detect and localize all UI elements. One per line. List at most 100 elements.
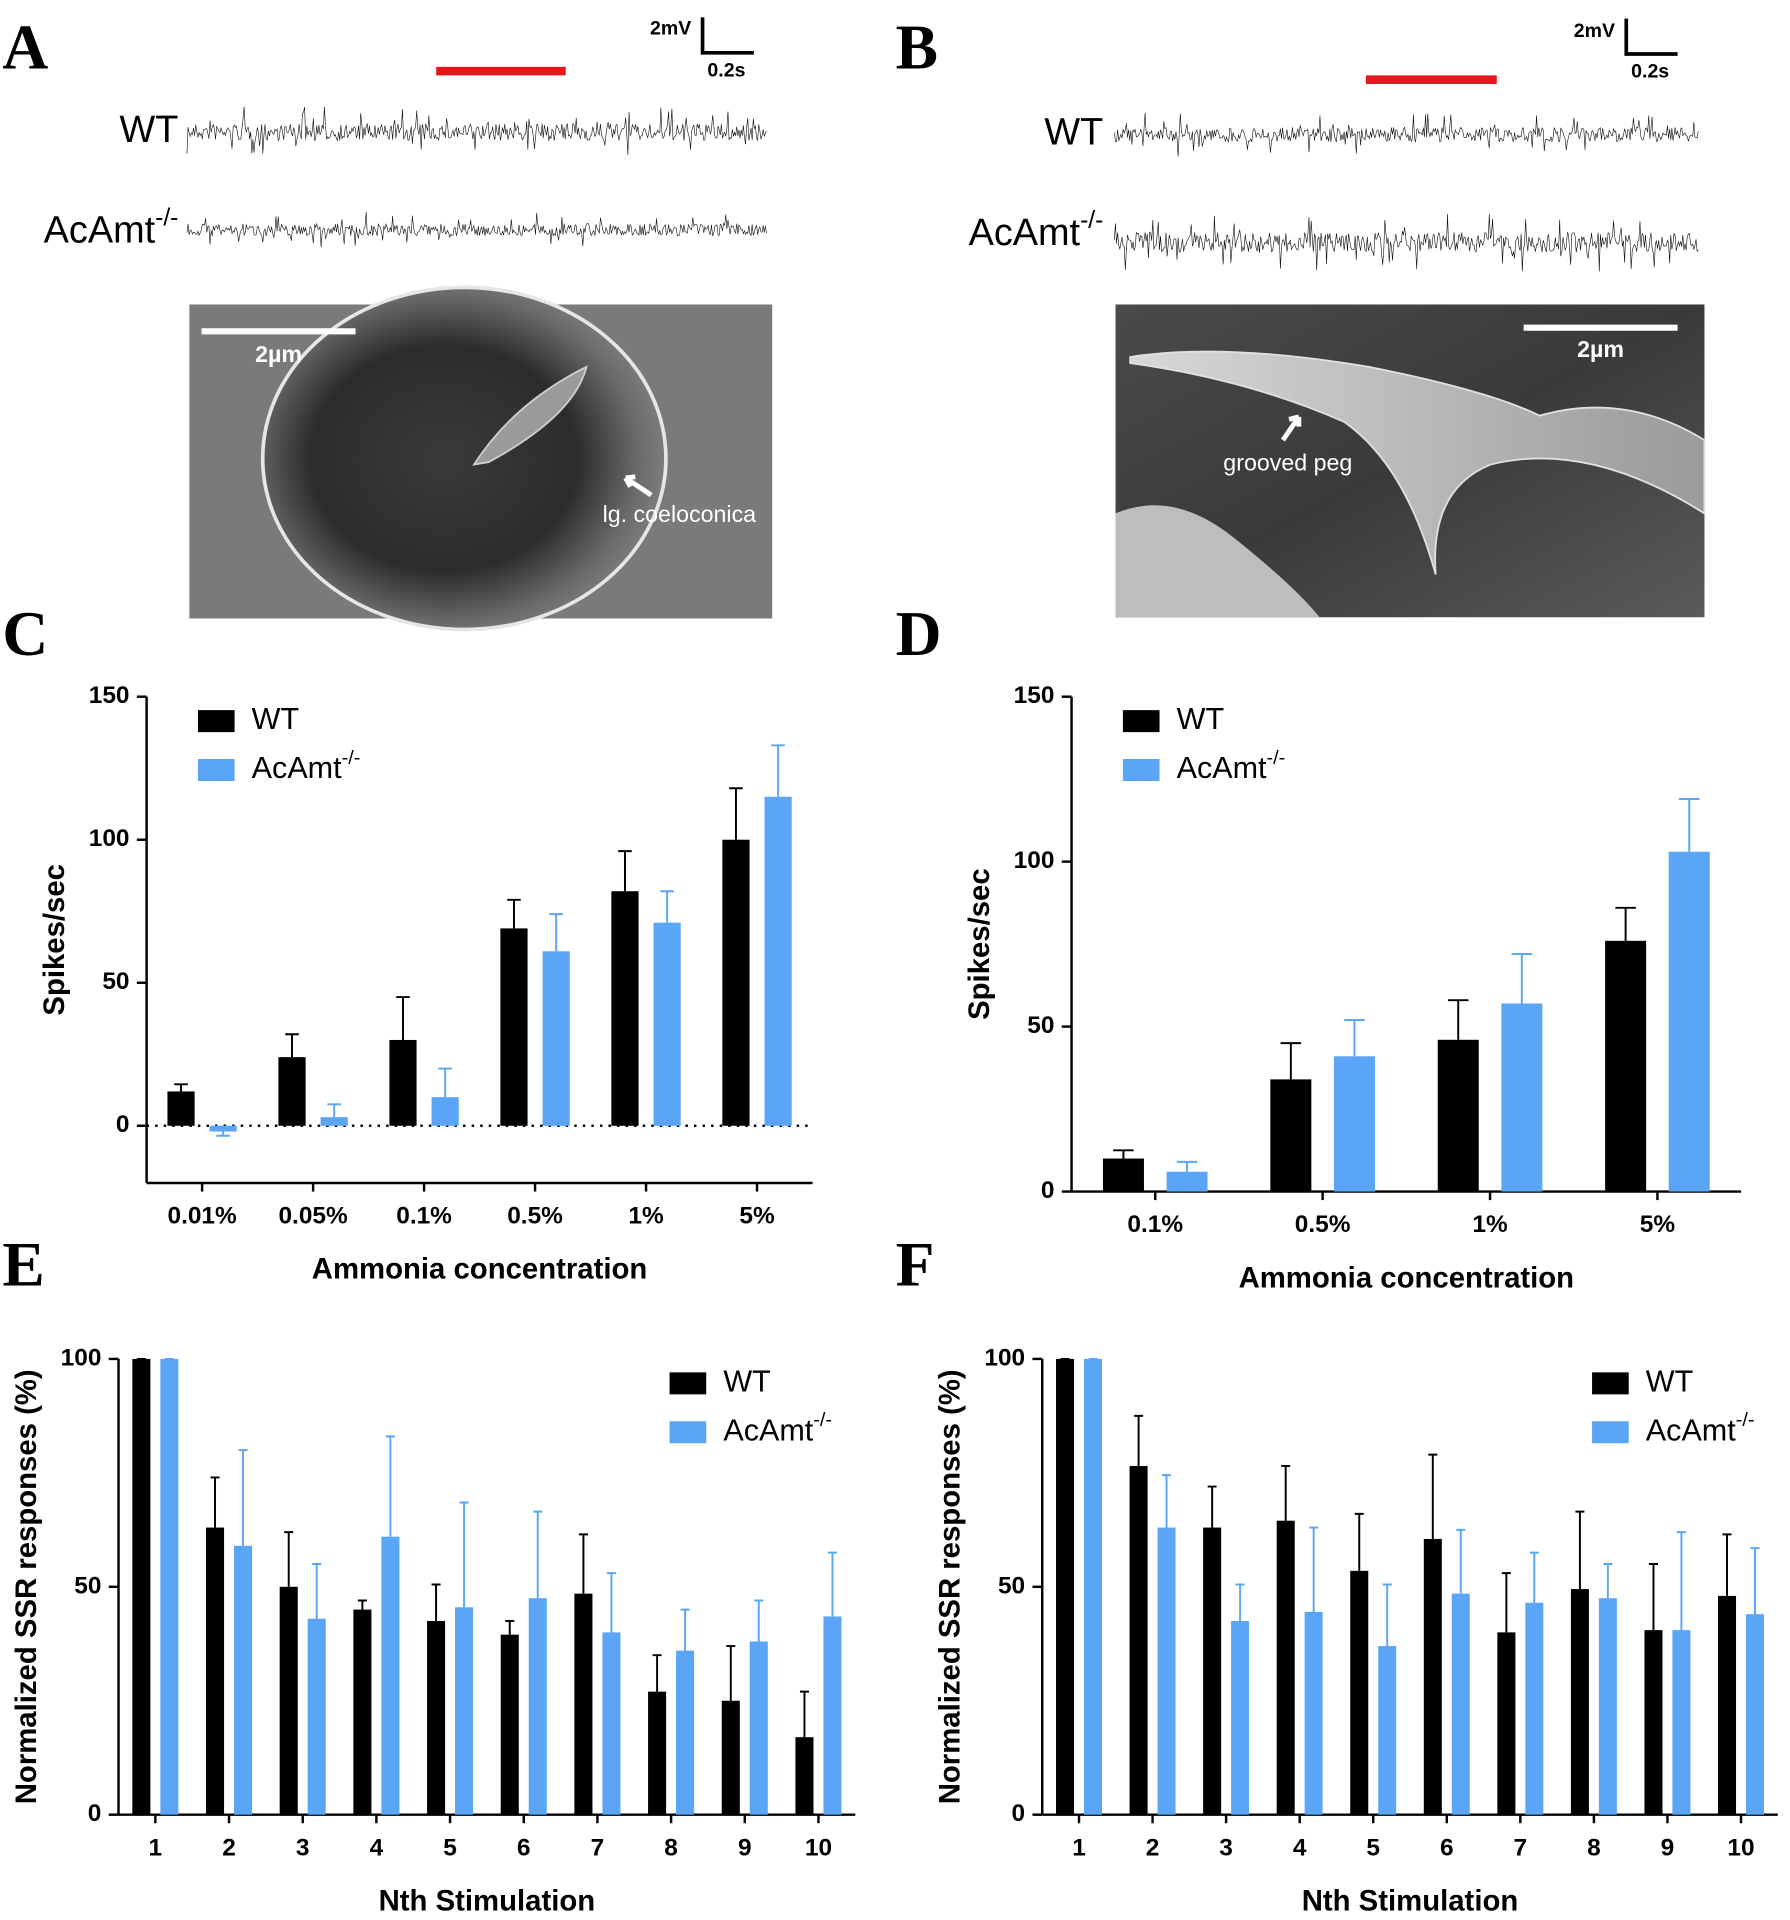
error-bar xyxy=(1354,1512,1364,1571)
trace xyxy=(1114,112,1699,157)
panel-label: C xyxy=(2,598,48,669)
error-bar xyxy=(799,1690,809,1738)
error-bar xyxy=(312,1563,322,1619)
legend-label: AcAmt-/- xyxy=(1646,1409,1755,1447)
error-bar xyxy=(1676,1531,1686,1631)
bar xyxy=(1598,1598,1617,1815)
bar xyxy=(431,1097,459,1126)
bar xyxy=(528,1598,547,1815)
bar xyxy=(1333,1056,1375,1192)
legend-swatch xyxy=(1592,1421,1629,1444)
bar xyxy=(795,1737,814,1815)
x-axis-label: Nth Stimulation xyxy=(379,1884,596,1917)
y-tick-label: 50 xyxy=(998,1572,1025,1599)
trace-label: WT xyxy=(120,109,179,151)
trace-label: AcAmt-/- xyxy=(44,204,179,251)
error-bar xyxy=(1722,1533,1732,1596)
y-tick-label: 100 xyxy=(89,825,130,852)
bar xyxy=(1644,1630,1663,1815)
bar xyxy=(278,1057,306,1126)
error-bar xyxy=(1309,1526,1319,1612)
bar xyxy=(381,1536,400,1815)
error-bar xyxy=(216,1131,230,1137)
x-tick-label: 5% xyxy=(739,1203,775,1230)
bar xyxy=(167,1091,195,1126)
x-tick-label: 7 xyxy=(1514,1834,1528,1861)
x-tick-label: 7 xyxy=(591,1834,605,1861)
bar xyxy=(1102,1158,1144,1192)
error-bar xyxy=(1648,1563,1658,1631)
x-tick-label: 2 xyxy=(1146,1834,1160,1861)
bar xyxy=(1497,1632,1516,1815)
x-tick-label: 10 xyxy=(805,1834,832,1861)
panel-label: E xyxy=(2,1229,44,1300)
error-bar xyxy=(660,890,674,923)
x-tick-label: 6 xyxy=(517,1834,531,1861)
bar xyxy=(1129,1466,1148,1815)
bar xyxy=(1056,1358,1075,1815)
x-tick-label: 0.5% xyxy=(507,1203,563,1230)
bar xyxy=(206,1527,225,1815)
error-bar xyxy=(1501,1572,1511,1633)
error-bar xyxy=(210,1476,220,1528)
error-bar xyxy=(618,850,632,892)
error-bar xyxy=(1615,906,1636,941)
x-tick-label: 3 xyxy=(296,1834,310,1861)
y-tick-label: 0 xyxy=(1041,1177,1055,1204)
bar xyxy=(602,1632,621,1815)
x-tick-label: 0.1% xyxy=(1127,1211,1183,1238)
bar xyxy=(1718,1595,1737,1815)
y-axis-label: Normalized SSR responses (%) xyxy=(934,1369,967,1804)
x-tick-label: 8 xyxy=(1587,1834,1601,1861)
error-bar xyxy=(1280,1042,1302,1080)
legend-label: AcAmt-/- xyxy=(252,747,361,785)
bar xyxy=(1203,1527,1222,1815)
bar xyxy=(234,1545,253,1815)
bar xyxy=(1166,1171,1208,1192)
y-tick-label: 150 xyxy=(1014,682,1055,709)
x-tick-label: 5 xyxy=(1366,1834,1380,1861)
sem-surface xyxy=(1115,505,1320,618)
x-tick-label: 0.05% xyxy=(278,1203,348,1230)
legend-swatch xyxy=(1122,759,1160,781)
error-bar xyxy=(1382,1583,1392,1647)
error-bar xyxy=(606,1572,616,1633)
bar xyxy=(132,1358,151,1815)
bar xyxy=(160,1358,179,1815)
error-bar xyxy=(827,1551,837,1617)
y-tick-label: 100 xyxy=(1014,847,1055,874)
bar xyxy=(1270,1079,1312,1192)
legend-swatch xyxy=(197,759,235,781)
panel-label: D xyxy=(896,598,942,669)
error-bar xyxy=(1603,1563,1613,1599)
x-tick-label: 1% xyxy=(628,1203,664,1230)
x-axis-label: Nth Stimulation xyxy=(1302,1884,1519,1917)
bar xyxy=(353,1609,372,1815)
x-tick-label: 5 xyxy=(443,1834,457,1861)
error-bar xyxy=(771,744,785,797)
bar xyxy=(1423,1538,1442,1815)
x-tick-label: 0.01% xyxy=(167,1203,237,1230)
bar xyxy=(1668,851,1710,1192)
error-bar xyxy=(174,1083,188,1092)
bar xyxy=(279,1586,298,1815)
error-bar xyxy=(1235,1583,1245,1621)
error-bar xyxy=(1456,1528,1466,1594)
error-bar xyxy=(431,1583,441,1621)
bar xyxy=(653,922,681,1126)
bar xyxy=(1525,1602,1544,1815)
bar xyxy=(1745,1614,1764,1815)
legend-swatch xyxy=(669,1421,707,1444)
y-tick-label: 0 xyxy=(116,1111,130,1138)
bar xyxy=(389,1039,417,1126)
error-bar xyxy=(549,913,563,952)
legend-swatch xyxy=(669,1372,707,1395)
sem-peg xyxy=(472,365,588,466)
error-bar xyxy=(505,1620,515,1635)
error-bar xyxy=(284,1531,294,1587)
annotation: grooved peg xyxy=(1223,450,1352,476)
bar xyxy=(209,1125,237,1132)
x-tick-label: 1 xyxy=(149,1834,163,1861)
scale-bar-label: 2µm xyxy=(255,341,302,367)
